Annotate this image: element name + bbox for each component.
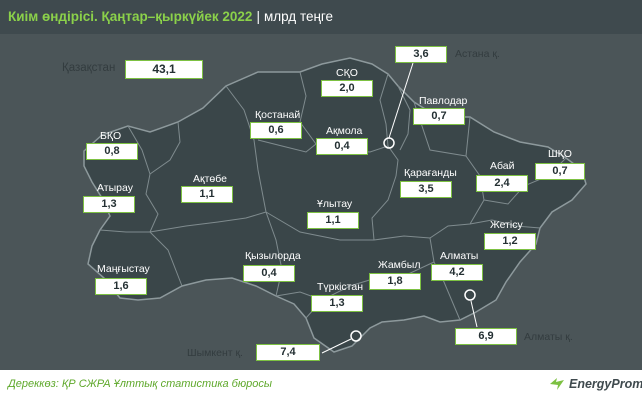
region-label-sko: СҚО — [336, 67, 358, 79]
brand-name: EnergyProm — [569, 377, 642, 391]
region-value-zhetisu: 1,2 — [484, 233, 536, 250]
footer-bar — [0, 370, 642, 400]
brand-logo: EnergyProm — [548, 376, 642, 392]
total-label: Қазақстан — [62, 62, 116, 74]
region-label-mangystau: Маңғыстау — [97, 263, 150, 275]
header-bar: Киім өндірісі. Қаңтар–қыркүйек 2022 | млрд… — [0, 0, 642, 34]
total-value: 43,1 — [125, 60, 203, 79]
region-label-almaty-city: Алматы қ. — [524, 331, 573, 343]
unit-label: млрд теңге — [263, 9, 334, 24]
region-value-kostanay: 0,6 — [250, 122, 302, 139]
region-value-bko: 0,8 — [86, 143, 138, 160]
region-label-kostanay: Қостанай — [255, 109, 301, 121]
region-label-abai: Абай — [490, 160, 515, 172]
region-value-shymkent-city: 7,4 — [256, 344, 320, 361]
almaty-marker-icon — [464, 289, 476, 301]
region-label-zhetisu: Жетісу — [490, 219, 523, 231]
region-value-akmola: 0,4 — [316, 138, 368, 155]
region-label-zhambyl: Жамбыл — [378, 259, 421, 271]
title-separator: | — [256, 9, 260, 24]
region-value-almaty-city: 6,9 — [455, 328, 517, 345]
leader-lines — [321, 62, 478, 354]
region-value-turkistan: 1,3 — [311, 295, 363, 312]
page-title: Киім өндірісі. Қаңтар–қыркүйек 2022 | млрд… — [8, 9, 333, 24]
region-value-shko: 0,7 — [535, 163, 585, 180]
region-value-ulytau: 1,1 — [307, 212, 359, 229]
region-value-aktobe: 1,1 — [181, 186, 233, 203]
source-note: Дереккөз: ҚР СЖРА Ұлттық статистика бюро… — [8, 378, 272, 390]
region-label-kyzylorda: Қызылорда — [245, 250, 301, 262]
energyprom-logo-icon — [550, 378, 564, 390]
region-value-abai: 2,4 — [476, 175, 528, 192]
region-value-zhambyl: 1,8 — [369, 273, 421, 290]
region-value-kyzylorda: 0,4 — [243, 265, 295, 282]
region-value-mangystau: 1,6 — [95, 278, 147, 295]
region-label-ulytau: Ұлытау — [317, 198, 353, 210]
region-value-pavlodar: 0,7 — [413, 108, 465, 125]
region-label-pavlodar: Павлодар — [419, 95, 468, 107]
region-label-astana: Астана қ. — [455, 48, 500, 60]
region-value-sko: 2,0 — [321, 80, 373, 97]
region-value-almaty-region: 4,2 — [431, 264, 483, 281]
region-value-atyrau: 1,3 — [83, 196, 135, 213]
region-value-karaganda: 3,5 — [400, 181, 452, 198]
region-label-aktobe: Ақтөбе — [193, 173, 227, 185]
region-label-shko: ШҚО — [548, 148, 572, 160]
shymkent-marker-icon — [350, 330, 362, 342]
region-label-bko: БҚО — [100, 130, 122, 142]
region-label-shymkent-city: Шымкент қ. — [187, 347, 243, 359]
region-value-astana: 3,6 — [395, 46, 447, 63]
title-text: Киім өндірісі. Қаңтар–қыркүйек 2022 — [8, 9, 253, 24]
region-label-turkistan: Түркістан — [317, 281, 364, 293]
region-label-akmola: Ақмола — [326, 125, 363, 137]
region-label-almaty-region: Алматы — [440, 250, 479, 262]
region-label-karaganda: Қарағанды — [404, 167, 457, 179]
region-label-atyrau: Атырау — [97, 182, 133, 194]
